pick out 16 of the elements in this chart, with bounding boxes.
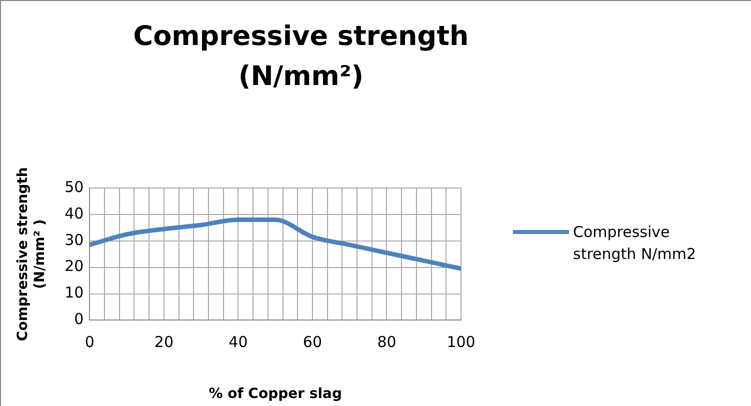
y-axis-title: Compressive strength (N/mm² ) (15, 167, 48, 342)
y-tick-label: 50 (64, 178, 84, 196)
y-tick-label: 20 (64, 257, 84, 276)
line-series (90, 217, 461, 271)
x-tick-label: 60 (302, 333, 322, 352)
y-tick-label: 40 (64, 204, 84, 222)
y-tick-label: 30 (64, 230, 84, 249)
x-tick-label: 40 (228, 333, 248, 352)
x-tick-label: 80 (377, 333, 396, 352)
chart-title: Compressive strength (N/mm²) (132, 20, 470, 94)
x-tick-label: 100 (446, 333, 476, 352)
y-tick-label: 0 (74, 310, 84, 328)
y-tick-label: 10 (64, 284, 84, 302)
x-tick-label: 20 (154, 333, 174, 352)
legend-label: Compressive strength N/mm2 (573, 222, 697, 265)
x-axis-title: % of Copper slag (208, 386, 342, 402)
